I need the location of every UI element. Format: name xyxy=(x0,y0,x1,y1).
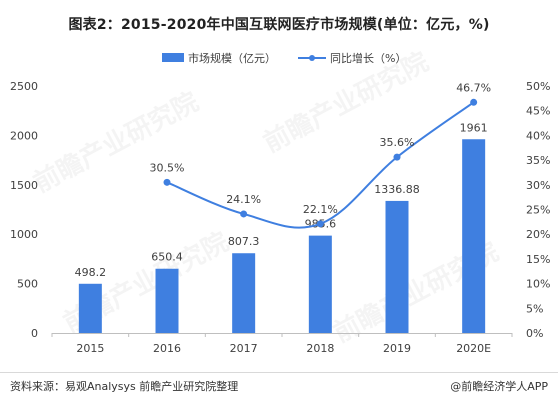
line-series xyxy=(163,98,478,229)
right-axis-tick-label: 5% xyxy=(526,302,543,315)
right-axis-tick-label: 45% xyxy=(526,105,550,118)
right-axis-tick-label: 40% xyxy=(526,129,550,142)
left-axis-tick-label: 2500 xyxy=(10,80,38,93)
right-axis-tick-label: 50% xyxy=(526,80,550,93)
growth-point-2017 xyxy=(240,210,248,218)
source-note: 资料来源：易观Analysys 前瞻产业研究院整理 xyxy=(10,380,239,393)
legend-line-marker xyxy=(309,55,315,61)
right-axis-tick-label: 0% xyxy=(526,327,543,340)
left-axis-tick-label: 2000 xyxy=(10,129,38,142)
right-axis-tick-label: 10% xyxy=(526,278,550,291)
legend-bar-label: 市场规模（亿元） xyxy=(188,51,276,65)
bar-series xyxy=(78,139,486,333)
x-axis: 2015 2016 2017 2018 2019 2020E xyxy=(51,333,513,355)
bar-value-label: 807.3 xyxy=(228,235,260,248)
growth-value-label: 22.1% xyxy=(303,203,338,216)
growth-point-2020E xyxy=(470,98,478,106)
bar-value-label: 498.2 xyxy=(75,266,107,279)
legend-bar-swatch xyxy=(162,53,184,62)
bar-2017 xyxy=(232,253,256,333)
growth-value-label: 24.1% xyxy=(226,193,261,206)
bar-value-label: 1961 xyxy=(460,121,488,134)
chart-title: 图表2：2015-2020年中国互联网医疗市场规模(单位：亿元，%) xyxy=(68,17,490,33)
x-axis-tick-label: 2016 xyxy=(153,342,181,355)
footer: 资料来源：易观Analysys 前瞻产业研究院整理 @前瞻经济学人APP xyxy=(10,376,548,396)
bar-2019 xyxy=(385,200,409,333)
growth-value-label: 46.7% xyxy=(456,81,491,94)
bar-2020E xyxy=(462,139,486,333)
footer-divider xyxy=(0,372,558,373)
growth-value-label: 30.5% xyxy=(150,161,185,174)
right-axis-tick-label: 20% xyxy=(526,228,550,241)
right-axis-tick-label: 25% xyxy=(526,204,550,217)
bar-2016 xyxy=(155,268,179,333)
left-axis-tick-label: 0 xyxy=(31,327,38,340)
line-labels: 30.5% 24.1% 22.1% 35.6% 46.7% xyxy=(150,81,492,216)
x-axis-tick-label: 2020E xyxy=(456,342,491,355)
brand-credit: @前瞻经济学人APP xyxy=(450,380,548,393)
growth-point-2016 xyxy=(163,178,171,186)
growth-point-2019 xyxy=(393,153,401,161)
x-axis-tick-label: 2019 xyxy=(383,342,411,355)
right-axis-tick-label: 35% xyxy=(526,154,550,167)
left-axis-tick-label: 500 xyxy=(17,278,38,291)
x-axis-tick-label: 2018 xyxy=(306,342,334,355)
left-axis: 0 500 1000 1500 2000 2500 xyxy=(10,80,38,340)
x-axis-tick-label: 2015 xyxy=(76,342,104,355)
growth-point-2018 xyxy=(316,220,324,228)
right-axis: 0% 5% 10% 15% 20% 25% 30% 35% 40% 45% 50% xyxy=(526,80,550,340)
left-axis-tick-label: 1000 xyxy=(10,228,38,241)
right-axis-tick-label: 30% xyxy=(526,179,550,192)
bar-value-label: 650.4 xyxy=(151,251,183,264)
watermark-text: 前瞻产业研究院 xyxy=(28,86,203,199)
x-axis-tick-label: 2017 xyxy=(230,342,258,355)
growth-value-label: 35.6% xyxy=(380,136,415,149)
bar-2018 xyxy=(308,235,332,333)
bar-value-label: 1336.88 xyxy=(374,183,420,196)
legend: 市场规模（亿元） 同比增长（%） xyxy=(162,51,406,65)
left-axis-tick-label: 1500 xyxy=(10,179,38,192)
legend-line-label: 同比增长（%） xyxy=(330,51,406,65)
bar-2015 xyxy=(78,283,102,333)
right-axis-tick-label: 15% xyxy=(526,253,550,266)
